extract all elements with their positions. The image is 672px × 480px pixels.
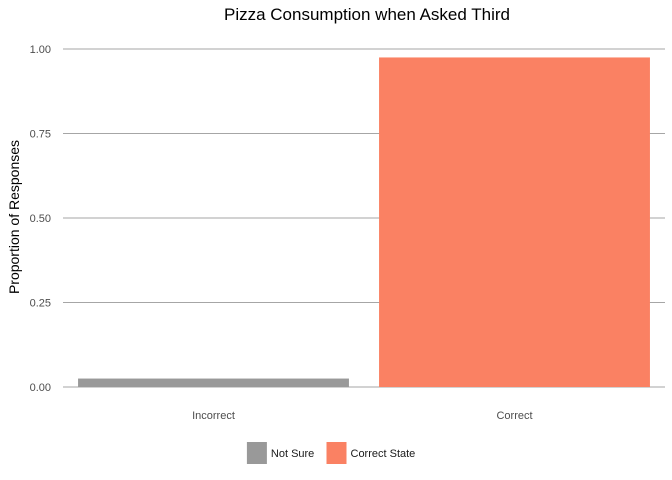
x-tick-labels: Incorrect Correct [192,410,532,422]
y-tick-label: 1.00 [30,44,51,56]
legend-key [326,442,347,464]
legend-label: Correct State [351,448,416,460]
y-tick-label: 0.50 [30,213,51,225]
y-axis-title: Proportion of Responses [6,140,22,294]
y-tick-label: 0.75 [30,129,51,141]
bar-incorrect [78,378,349,387]
legend-label: Not Sure [271,448,314,460]
bar-correct [379,57,650,387]
x-tick-label: Correct [496,410,532,422]
legend: Not Sure Correct State [246,442,416,464]
y-tick-label: 0.25 [30,298,51,310]
x-tick-label: Incorrect [192,410,235,422]
y-tick-label: 0.00 [30,382,51,394]
y-tick-labels: 0.00 0.25 0.50 0.75 1.00 [30,44,51,394]
chart-title: Pizza Consumption when Asked Third [224,5,510,24]
legend-key [246,442,267,464]
bars [78,57,650,387]
